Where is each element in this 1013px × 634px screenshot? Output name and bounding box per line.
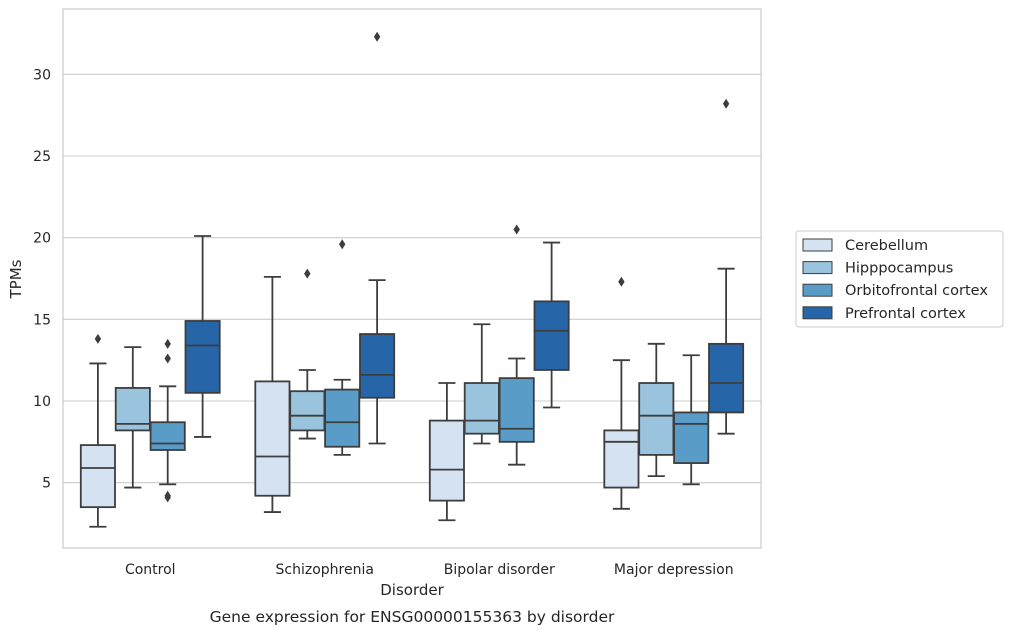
- box-iqr: [324, 388, 361, 448]
- x-tick-label: Major depression: [614, 562, 734, 578]
- gridlines: [63, 73, 761, 484]
- box-plot: [638, 342, 675, 478]
- box-iqr: [463, 382, 500, 435]
- box-plot: [533, 241, 570, 409]
- outlier-point: [722, 98, 730, 109]
- outlier-point: [94, 333, 102, 344]
- y-tick-label: 15: [33, 312, 51, 328]
- box-iqr: [149, 421, 186, 451]
- box-iqr: [184, 320, 221, 394]
- x-tick-labels: Control Schizophrenia Bipolar disorder Majo…: [125, 562, 734, 578]
- box-iqr: [708, 342, 745, 414]
- box-plot: [428, 382, 465, 522]
- box-iqr: [289, 390, 326, 432]
- y-tick-label: 10: [33, 394, 51, 410]
- box-plot: [289, 268, 326, 440]
- y-tick-label: 5: [42, 476, 51, 492]
- outlier-point: [164, 338, 171, 349]
- y-tick-labels: 5 10 15 20 25 30: [33, 67, 51, 491]
- box-plot: [114, 346, 151, 489]
- y-tick-label: 25: [33, 149, 51, 165]
- box-plot: [149, 338, 186, 503]
- box-iqr: [498, 377, 535, 443]
- legend: Cerebellum Hipppocampus Orbitofrontal cort…: [795, 230, 1004, 328]
- legend-label: Prefrontal cortex: [845, 306, 966, 322]
- outlier-point: [618, 276, 625, 287]
- box-iqr: [533, 300, 570, 371]
- legend-label: Hipppocampus: [845, 261, 953, 277]
- legend-swatch: [802, 283, 833, 297]
- x-tick-label: Bipolar disorder: [444, 562, 555, 578]
- outlier-point: [373, 31, 381, 42]
- x-tick-label: Schizophrenia: [276, 562, 374, 578]
- box-iqr: [254, 380, 291, 497]
- legend-label: Orbitofrontal cortex: [845, 283, 988, 299]
- box-plot: [708, 98, 745, 435]
- outlier-point: [339, 239, 346, 250]
- legend-item: Hipppocampus: [802, 261, 953, 277]
- legend-swatch: [802, 306, 833, 320]
- legend-swatch: [802, 238, 833, 252]
- legend-item: Orbitofrontal cortex: [802, 283, 988, 299]
- plot-frame: [62, 8, 762, 549]
- y-tick-label: 20: [33, 231, 51, 247]
- box-plot: [603, 276, 640, 510]
- x-tick-label: Control: [125, 562, 176, 578]
- y-axis-title: TPMs: [7, 259, 25, 299]
- box-plot: [79, 333, 116, 528]
- box-plot: [673, 354, 710, 486]
- y-tick-label: 30: [33, 67, 51, 83]
- x-axis-title: Disorder: [380, 581, 444, 599]
- box-plot: [463, 323, 500, 445]
- chart-title: Gene expression for ENSG00000155363 by d…: [210, 608, 615, 626]
- box-iqr: [638, 382, 675, 456]
- box-plot: [184, 235, 221, 438]
- legend-item: Prefrontal cortex: [802, 306, 966, 322]
- outlier-point: [164, 490, 171, 501]
- legend-label: Cerebellum: [845, 238, 928, 254]
- outlier-point: [164, 353, 171, 364]
- box-iqr: [428, 419, 465, 502]
- box-plot: [498, 224, 535, 466]
- outlier-point: [513, 224, 520, 235]
- box-plot: [359, 31, 396, 445]
- box-plot: [254, 275, 291, 513]
- outlier-point: [304, 268, 311, 279]
- legend-item: Cerebellum: [802, 238, 928, 254]
- box-iqr: [79, 444, 116, 509]
- legend-frame: [795, 230, 1004, 328]
- box-plots: [79, 31, 745, 528]
- box-iqr: [603, 429, 640, 489]
- box-iqr: [359, 333, 396, 399]
- box-iqr: [673, 411, 710, 464]
- legend-swatch: [802, 261, 833, 275]
- box-plot: [324, 239, 361, 456]
